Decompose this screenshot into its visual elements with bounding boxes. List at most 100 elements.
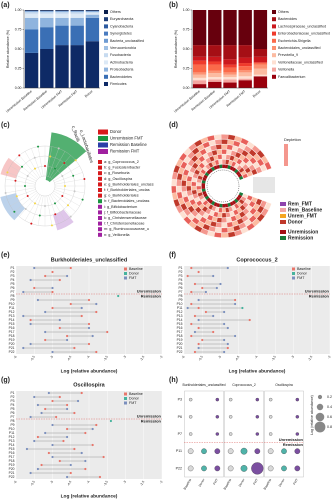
dot (58, 459, 61, 463)
legend-swatch (104, 46, 108, 50)
legend-swatch (98, 182, 102, 187)
heat-cell (181, 180, 187, 187)
legend-label: Fusobacteria (110, 53, 131, 57)
legend-label: Donor (110, 129, 122, 134)
status-cell (208, 168, 213, 173)
ring (34, 175, 56, 197)
bubble (281, 465, 287, 472)
bar-segment (24, 11, 39, 13)
bar-segment (24, 10, 39, 12)
bubble (281, 448, 287, 455)
node (6, 171, 9, 174)
status-cell (219, 203, 223, 208)
branch (52, 160, 76, 180)
bubble (227, 448, 234, 455)
legend-label: Firmicutes (110, 82, 127, 86)
bar-segment (238, 66, 252, 71)
taxon-label: k: g_Christensenellaceae (104, 216, 147, 220)
dot (219, 282, 222, 286)
bar-segment (238, 80, 252, 88)
heat-cell (221, 227, 228, 233)
x-tick-label: -3 (122, 480, 127, 485)
x-tick-label: -5.5 (30, 355, 36, 362)
dot (109, 419, 112, 423)
branch (48, 148, 59, 177)
row-label: P6 (178, 286, 182, 290)
dot (84, 459, 87, 463)
dot (44, 407, 47, 411)
dot (58, 318, 61, 322)
heat-cell (176, 185, 182, 193)
x-tick-label: -2.5 (139, 355, 145, 362)
legend-swatch (124, 392, 127, 396)
taxon-label: i: g_Bifidobacterium (104, 205, 137, 209)
dot (51, 270, 54, 274)
row-label: P18 (9, 334, 15, 338)
x-tick-label: Donor (198, 477, 206, 487)
status-cell (201, 188, 206, 192)
heat-cell (214, 227, 222, 233)
row-label: P13 (9, 439, 15, 443)
node (64, 185, 66, 187)
dot (226, 326, 229, 330)
branch (14, 160, 38, 180)
row-label: P9 (10, 423, 14, 427)
legend-label: Escherichia-Shigella (278, 39, 311, 43)
bubble (255, 415, 260, 419)
heat-cell (259, 163, 267, 172)
row-label: P8 (10, 294, 14, 298)
bubble (228, 397, 233, 402)
legend-swatch (98, 149, 108, 154)
x-tick-label: -3 (122, 355, 127, 360)
bar-segment (223, 67, 237, 73)
node (69, 215, 72, 218)
bar-segment (223, 59, 237, 65)
legend-swatch (98, 210, 102, 215)
dot (33, 266, 36, 270)
legend-swatch (98, 232, 102, 237)
heat-cell (227, 139, 235, 146)
dot (98, 475, 102, 479)
dot (40, 411, 43, 415)
bar-segment (208, 79, 222, 82)
size-label: 0.4 (327, 405, 332, 409)
node (34, 167, 36, 170)
bar-segment (85, 12, 100, 15)
branch (5, 187, 36, 194)
node (72, 174, 75, 177)
heat-cell (221, 134, 229, 140)
node (24, 207, 27, 210)
dot (44, 431, 47, 435)
x-tick-label: -2 (327, 355, 332, 360)
dot (234, 334, 237, 338)
row-label: P20 (9, 342, 15, 346)
x-tick-label: -3.5 (103, 355, 109, 362)
row-label: P11 (176, 449, 182, 453)
legend-swatch (280, 214, 286, 218)
node (38, 214, 41, 217)
row-label: P16 (9, 451, 15, 455)
dot (29, 342, 32, 346)
bar-segment (192, 74, 207, 78)
status-cell (231, 200, 237, 205)
heat-cell (181, 185, 187, 192)
size-key (315, 412, 325, 422)
taxon-label: j: f_Bifidobacteriaceae (103, 210, 141, 214)
bar-segment (70, 25, 84, 46)
bar-segment (253, 56, 268, 63)
legend-swatch (98, 176, 102, 181)
bar-segment (223, 45, 237, 60)
x-tick-label: -4 (86, 480, 91, 485)
row-label: P7 (178, 290, 182, 294)
x-tick-label: Baseline (183, 478, 193, 491)
dot (223, 350, 226, 354)
taxon-label: l: f_Christensenellaceae (104, 222, 145, 226)
status-cell (222, 203, 226, 208)
node (44, 165, 46, 167)
branch (53, 165, 80, 182)
bar-segment (253, 10, 268, 49)
row-label: P8 (178, 294, 182, 298)
bar-segment (40, 10, 54, 11)
bar-segment (208, 81, 222, 88)
bubble (228, 432, 233, 436)
